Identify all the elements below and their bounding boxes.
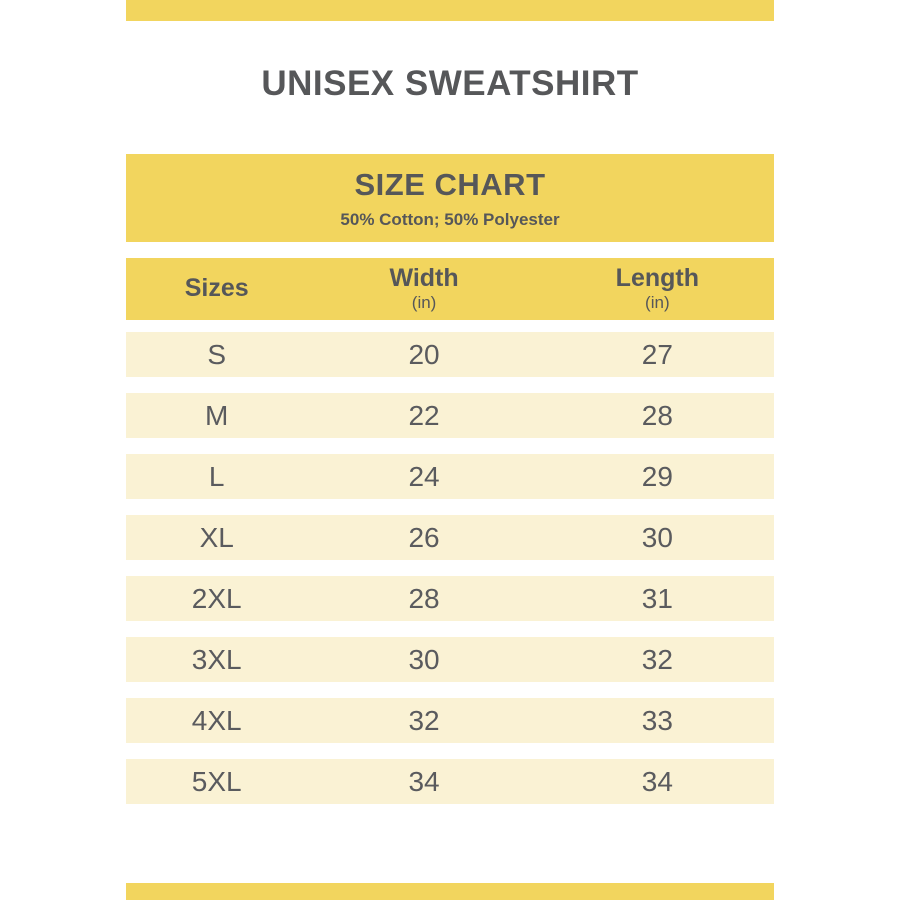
cell-width: 22	[408, 399, 440, 431]
header-cell-length: Length (in)	[541, 263, 774, 313]
size-chart: SIZE CHART 50% Cotton; 50% Polyester Siz…	[126, 154, 774, 820]
table-row: M 22 28	[126, 393, 774, 438]
cell-length: 33	[641, 704, 673, 736]
cell-length: 31	[641, 582, 673, 614]
bottom-accent-bar	[126, 883, 774, 900]
cell-length: 27	[641, 338, 673, 370]
cell-size: 2XL	[191, 582, 242, 614]
cell-length: 28	[641, 399, 673, 431]
cell-size: M	[205, 399, 229, 431]
cell-length: 29	[641, 460, 673, 492]
column-unit-length: (in)	[645, 293, 670, 313]
cell-width: 34	[408, 765, 440, 797]
size-chart-title: SIZE CHART	[354, 167, 546, 202]
table-row: 2XL 28 31	[126, 576, 774, 621]
column-label-length: Length	[615, 263, 699, 292]
table-row: 3XL 30 32	[126, 637, 774, 682]
cell-size: S	[207, 338, 227, 370]
table-row: 5XL 34 34	[126, 759, 774, 804]
page-title: UNISEX SWEATSHIRT	[261, 64, 639, 103]
cell-width: 30	[408, 643, 440, 675]
cell-size: 5XL	[191, 765, 242, 797]
cell-length: 34	[641, 765, 673, 797]
column-label-sizes: Sizes	[184, 274, 249, 303]
header-cell-sizes: Sizes	[126, 275, 307, 303]
cell-length: 30	[641, 521, 673, 553]
cell-size: L	[208, 460, 225, 492]
table-row: XL 26 30	[126, 515, 774, 560]
cell-width: 32	[408, 704, 440, 736]
cell-width: 28	[408, 582, 440, 614]
table-row: 4XL 32 33	[126, 698, 774, 743]
top-accent-bar	[126, 0, 774, 21]
column-unit-width: (in)	[411, 293, 437, 313]
cell-size: 4XL	[191, 704, 242, 736]
size-chart-banner: SIZE CHART 50% Cotton; 50% Polyester	[126, 154, 774, 242]
cell-width: 24	[408, 460, 440, 492]
size-chart-subtitle: 50% Cotton; 50% Polyester	[340, 210, 560, 229]
cell-length: 32	[641, 643, 673, 675]
table-header-row: Sizes Width (in) Length (in)	[126, 258, 774, 320]
table-row: L 24 29	[126, 454, 774, 499]
table-row: S 20 27	[126, 332, 774, 377]
cell-width: 20	[408, 338, 440, 370]
cell-width: 26	[408, 521, 440, 553]
cell-size: 3XL	[191, 643, 242, 675]
size-table-body: S 20 27 M 22 28 L 24 29 XL 26 30 2XL 28 …	[126, 332, 774, 804]
header-cell-width: Width (in)	[307, 263, 540, 313]
column-label-width: Width	[389, 263, 459, 292]
cell-size: XL	[199, 521, 234, 553]
